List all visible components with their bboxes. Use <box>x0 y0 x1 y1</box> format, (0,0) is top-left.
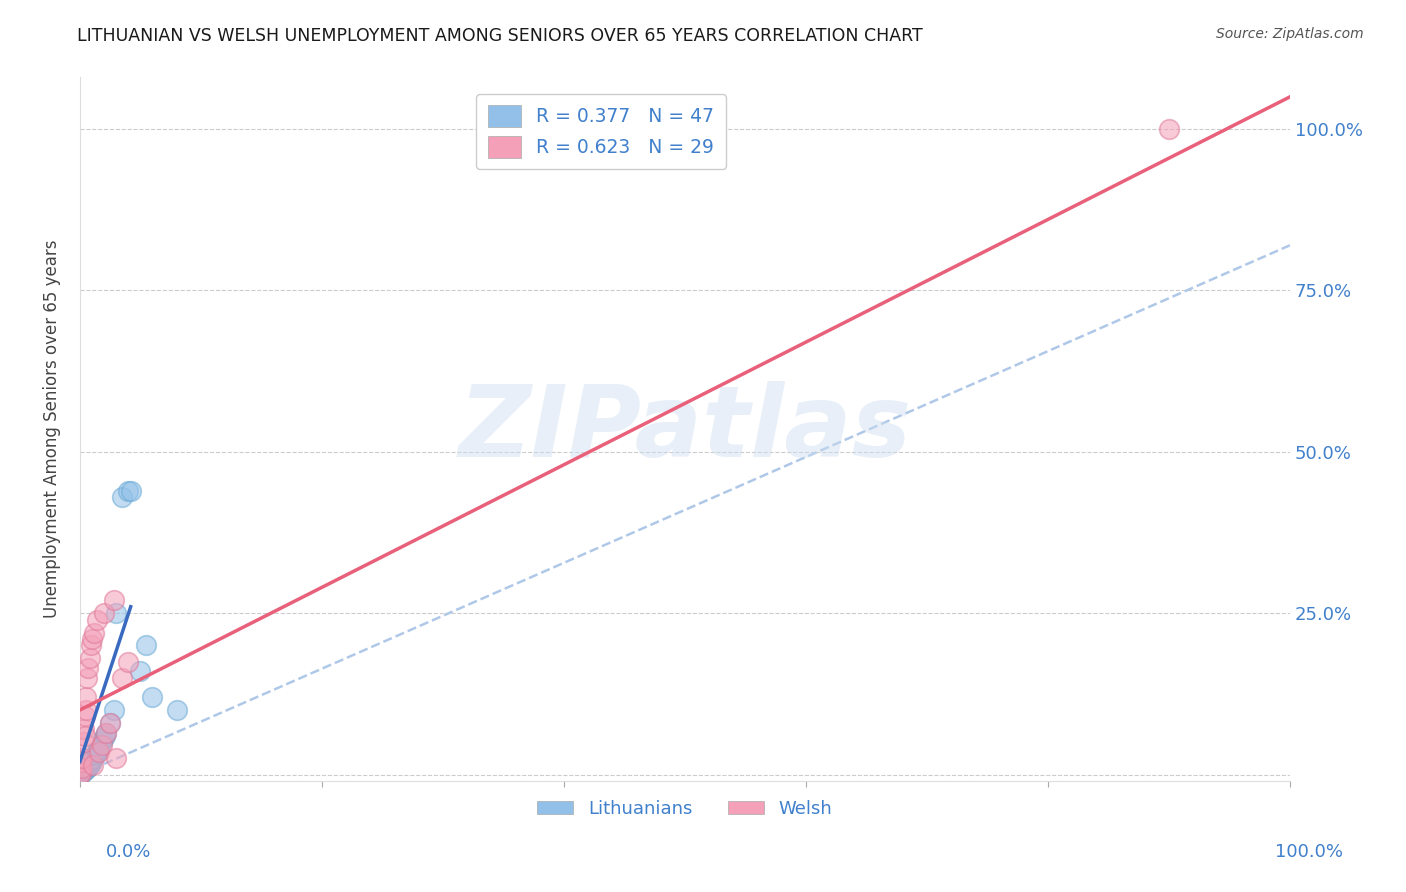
Point <box>76 671 98 685</box>
Point <box>98 715 121 730</box>
Point <box>70 765 93 780</box>
Point <box>89 741 111 756</box>
Point <box>70 764 93 779</box>
Point <box>75 757 97 772</box>
Point <box>72 761 94 775</box>
Point <box>79 651 101 665</box>
Point <box>117 655 139 669</box>
Point <box>89 745 111 759</box>
Point <box>105 751 128 765</box>
Point <box>80 756 103 770</box>
Point <box>86 613 108 627</box>
Text: LITHUANIAN VS WELSH UNEMPLOYMENT AMONG SENIORS OVER 65 YEARS CORRELATION CHART: LITHUANIAN VS WELSH UNEMPLOYMENT AMONG S… <box>77 27 924 45</box>
Point <box>103 703 125 717</box>
Point <box>72 765 94 780</box>
Y-axis label: Unemployment Among Seniors over 65 years: Unemployment Among Seniors over 65 years <box>44 240 60 618</box>
Point <box>76 761 98 775</box>
Point <box>80 753 103 767</box>
Point <box>135 639 157 653</box>
Point <box>72 761 94 775</box>
Point <box>80 753 103 767</box>
Point <box>70 755 93 769</box>
Point <box>90 735 112 749</box>
Point <box>80 639 103 653</box>
Point <box>79 757 101 772</box>
Point <box>77 756 100 770</box>
Point <box>166 703 188 717</box>
Point <box>141 690 163 704</box>
Point <box>86 745 108 759</box>
Point <box>103 593 125 607</box>
Point <box>82 751 104 765</box>
Legend: Lithuanians, Welsh: Lithuanians, Welsh <box>530 792 839 825</box>
Point <box>73 729 96 743</box>
Point <box>96 725 118 739</box>
Point <box>72 763 94 777</box>
Point <box>73 763 96 777</box>
Point <box>80 632 103 646</box>
Point <box>72 764 94 779</box>
Point <box>87 743 110 757</box>
Point <box>83 625 105 640</box>
Point <box>73 709 96 723</box>
Point <box>72 760 94 774</box>
Point <box>72 751 94 765</box>
Point <box>111 671 134 685</box>
Point <box>72 763 94 777</box>
Point <box>75 763 97 777</box>
Point <box>98 715 121 730</box>
Point <box>70 764 93 779</box>
Point <box>76 758 98 772</box>
Point <box>72 723 94 737</box>
Point <box>69 767 91 781</box>
Text: Source: ZipAtlas.com: Source: ZipAtlas.com <box>1216 27 1364 41</box>
Point <box>77 661 100 675</box>
Point <box>91 732 114 747</box>
Point <box>105 606 128 620</box>
Text: ZIPatlas: ZIPatlas <box>458 381 911 478</box>
Point <box>129 665 152 679</box>
Point <box>70 766 93 780</box>
Text: 100.0%: 100.0% <box>1275 843 1343 861</box>
Point <box>90 739 112 753</box>
Point <box>82 757 104 772</box>
Point <box>72 763 94 777</box>
Point <box>117 483 139 498</box>
Point <box>120 483 142 498</box>
Point <box>84 747 107 761</box>
Text: 0.0%: 0.0% <box>105 843 150 861</box>
Point <box>75 760 97 774</box>
Point <box>1157 122 1180 136</box>
Point <box>83 748 105 763</box>
Point <box>73 761 96 775</box>
Point <box>72 764 94 779</box>
Point <box>75 703 97 717</box>
Point <box>77 760 100 774</box>
Point <box>96 725 118 739</box>
Point <box>69 767 91 781</box>
Point <box>70 765 93 780</box>
Point <box>75 690 97 704</box>
Point <box>93 606 115 620</box>
Point <box>79 755 101 769</box>
Point <box>111 490 134 504</box>
Point <box>94 729 117 743</box>
Point <box>72 735 94 749</box>
